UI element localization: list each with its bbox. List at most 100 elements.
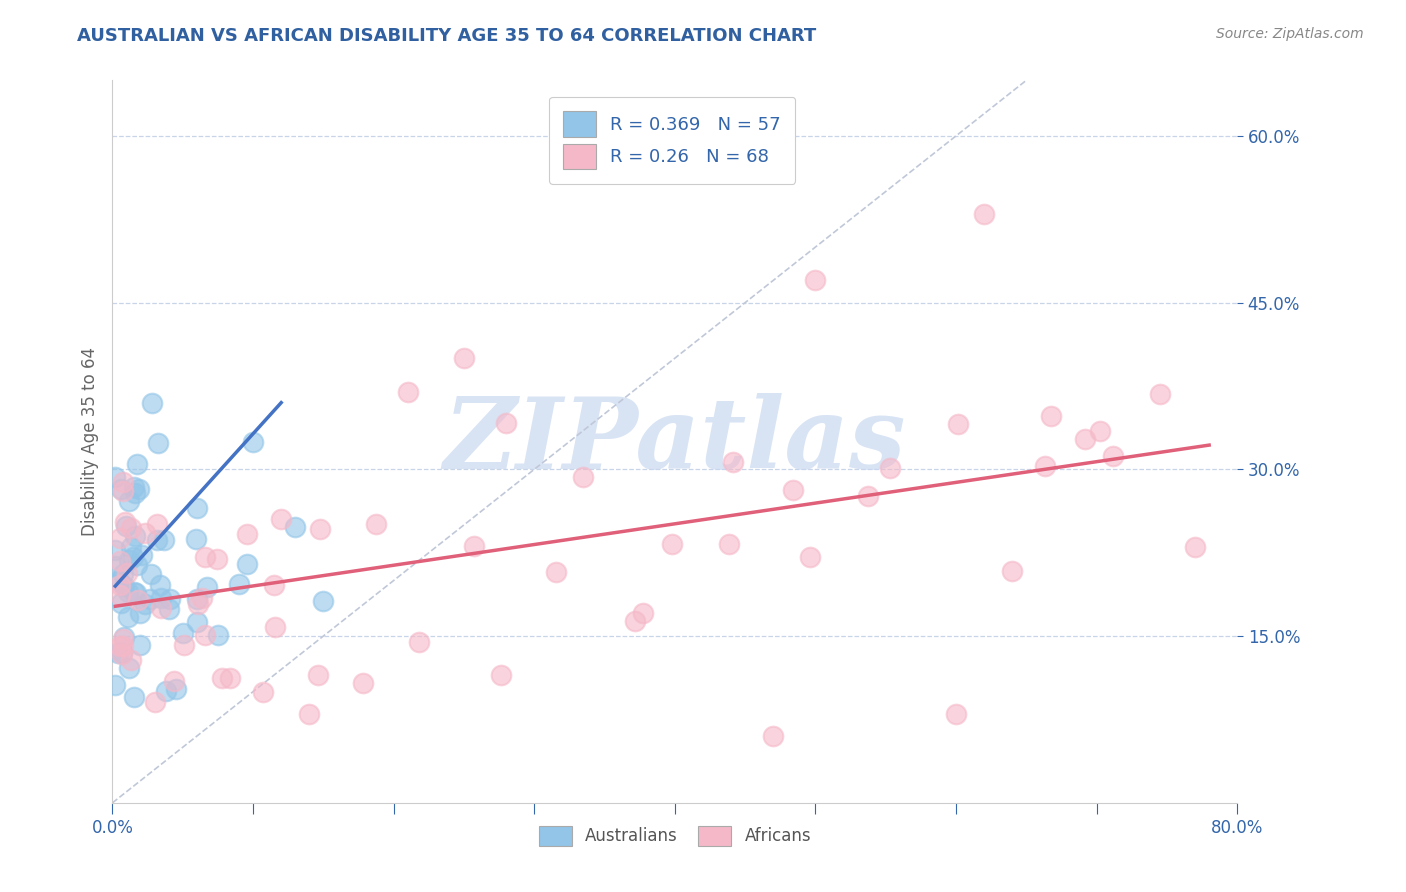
Point (104, 678, 127, 692)
Point (945, 706, 967, 721)
Point (463, 539, 485, 553)
Point (121, 550, 143, 565)
Point (146, 436, 169, 450)
Point (544, 565, 567, 579)
Point (633, 606, 655, 620)
Point (124, 485, 146, 500)
Point (172, 626, 194, 640)
Point (124, 528, 146, 542)
Point (211, 671, 233, 685)
Point (122, 480, 145, 494)
Point (112, 567, 135, 582)
Point (228, 577, 250, 591)
Point (157, 602, 180, 616)
Point (118, 661, 141, 675)
Point (117, 609, 139, 624)
Point (762, 729, 785, 743)
Point (149, 601, 172, 615)
Text: AUSTRALIAN VS AFRICAN DISABILITY AGE 35 TO 64 CORRELATION CHART: AUSTRALIAN VS AFRICAN DISABILITY AGE 35 … (77, 27, 817, 45)
Point (236, 527, 259, 541)
Point (242, 435, 264, 450)
Point (187, 597, 209, 611)
Point (114, 515, 136, 529)
Point (270, 512, 292, 526)
Point (141, 395, 163, 409)
Point (661, 537, 683, 551)
Point (495, 416, 517, 430)
Point (396, 384, 419, 399)
Y-axis label: Disability Age 35 to 64: Disability Age 35 to 64 (80, 347, 98, 536)
Point (352, 676, 374, 690)
Point (120, 540, 142, 554)
Point (149, 578, 172, 592)
Point (127, 592, 149, 607)
Point (110, 482, 132, 496)
Point (194, 549, 217, 564)
Point (104, 542, 127, 557)
Point (408, 634, 430, 648)
Point (1101, 449, 1123, 463)
Point (624, 614, 647, 628)
Point (120, 521, 142, 535)
Point (284, 520, 307, 534)
Point (1039, 409, 1062, 423)
Point (111, 647, 134, 661)
Point (112, 630, 135, 644)
Point (235, 557, 257, 571)
Point (108, 531, 131, 545)
Legend: Australians, Africans: Australians, Africans (529, 815, 821, 856)
Point (264, 619, 287, 633)
Point (946, 417, 969, 431)
Point (110, 596, 132, 610)
Point (194, 628, 217, 642)
Point (111, 639, 134, 653)
Point (263, 578, 285, 592)
Point (115, 566, 138, 580)
Point (721, 455, 744, 469)
Point (207, 552, 229, 566)
Point (141, 566, 163, 581)
Point (129, 638, 152, 652)
Point (128, 606, 150, 620)
Point (165, 682, 187, 697)
Point (207, 628, 229, 642)
Point (108, 589, 131, 603)
Point (114, 518, 136, 533)
Point (122, 585, 145, 599)
Point (104, 559, 127, 574)
Point (219, 671, 242, 685)
Point (120, 653, 142, 667)
Point (364, 517, 387, 532)
Point (122, 690, 145, 704)
Point (131, 548, 153, 562)
Point (146, 533, 169, 547)
Point (108, 639, 131, 653)
Point (153, 533, 176, 548)
Text: ZIPatlas: ZIPatlas (444, 393, 905, 490)
Point (125, 558, 148, 572)
Point (108, 574, 131, 589)
Point (856, 489, 879, 503)
Point (159, 592, 181, 607)
Point (155, 683, 177, 698)
Point (453, 351, 475, 366)
Point (879, 460, 901, 475)
Point (128, 482, 150, 496)
Point (718, 537, 741, 551)
Point (139, 591, 162, 606)
Point (134, 597, 156, 611)
Point (186, 500, 208, 515)
Point (1033, 459, 1056, 474)
Point (309, 522, 332, 536)
Point (117, 585, 139, 599)
Point (111, 484, 134, 499)
Point (195, 580, 218, 594)
Point (804, 273, 827, 287)
Point (186, 591, 208, 606)
Point (1001, 564, 1024, 578)
Point (134, 526, 156, 541)
Point (191, 591, 214, 605)
Point (973, 207, 995, 221)
Point (572, 470, 595, 484)
Point (111, 475, 134, 490)
